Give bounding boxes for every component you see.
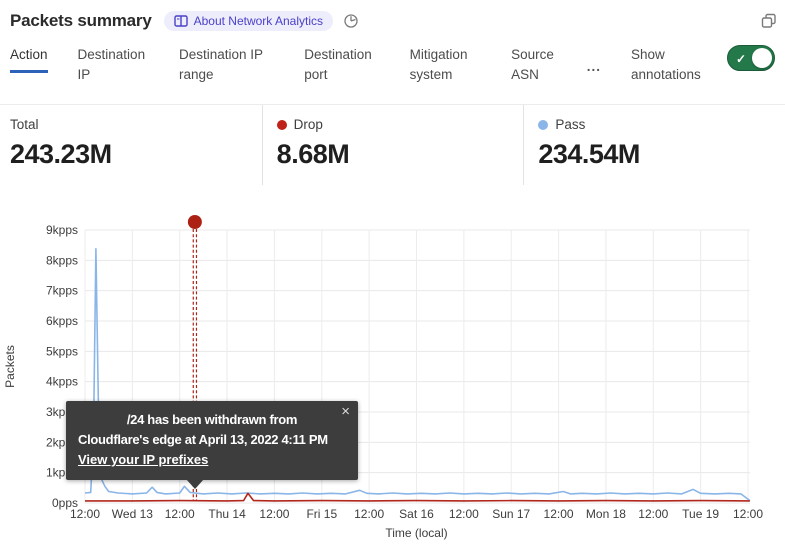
x-tick-label: 12:00 xyxy=(259,507,289,521)
x-tick-label: 12:00 xyxy=(638,507,668,521)
x-tick-label: 12:00 xyxy=(449,507,479,521)
stat-drop-value: 8.68M xyxy=(276,139,350,169)
x-tick-label: Sat 16 xyxy=(399,507,434,521)
y-tick-label: 7kpps xyxy=(46,284,78,298)
annotation-marker[interactable] xyxy=(187,215,202,229)
stat-total-label: Total xyxy=(10,117,39,132)
check-icon: ✓ xyxy=(736,52,747,66)
show-annotations-toggle[interactable]: ✓ xyxy=(727,45,775,71)
drop-line xyxy=(85,492,750,502)
header: Packets summary About Network Analytics xyxy=(10,6,777,36)
about-network-analytics-badge[interactable]: About Network Analytics xyxy=(163,11,333,31)
stat-pass: Pass 234.54M xyxy=(523,105,785,185)
tab-destination-ip-range[interactable]: Destination IP range xyxy=(178,47,263,82)
tab-action[interactable]: Action xyxy=(10,45,48,73)
tab-destination-ip[interactable]: Destination IP xyxy=(77,47,146,82)
pass-legend-dot xyxy=(538,119,549,130)
clock-icon xyxy=(344,14,358,28)
time-period-button[interactable] xyxy=(343,13,359,29)
stat-drop-label: Drop xyxy=(276,117,524,132)
y-tick-label: 4kpps xyxy=(46,375,78,389)
stat-pass-label-text: Pass xyxy=(555,117,586,132)
section-divider xyxy=(0,104,785,105)
y-tick-label: 9kpps xyxy=(46,223,78,237)
stat-pass-label: Pass xyxy=(538,117,785,132)
tooltip-line-2: Cloudflare's edge at April 13, 2022 4:11… xyxy=(78,432,328,448)
x-tick-label: Fri 15 xyxy=(306,507,337,521)
x-tick-label: 12:00 xyxy=(544,507,574,521)
x-tick-label: Mon 18 xyxy=(586,507,626,521)
x-tick-label: Sun 17 xyxy=(492,507,530,521)
y-axis-label: Packets xyxy=(3,345,17,388)
dimension-tabs: Action Destination IP Destination IP ran… xyxy=(10,45,775,89)
y-tick-label: 8kpps xyxy=(46,253,78,267)
tooltip-line-1: /24 has been withdrawn from xyxy=(126,412,298,427)
tooltip-caret xyxy=(186,479,204,490)
book-icon xyxy=(173,15,188,27)
y-tick-label: 5kpps xyxy=(46,344,78,358)
stat-total: Total 243.23M xyxy=(0,105,262,185)
view-ip-prefixes-link[interactable]: View your IP prefixes xyxy=(78,452,209,468)
stat-pass-value: 234.54M xyxy=(538,139,640,169)
tab-mitigation-system[interactable]: Mitigation system xyxy=(409,47,468,82)
expand-icon xyxy=(761,13,776,28)
annotation-tooltip: × /24 has been withdrawn from Cloudflare… xyxy=(66,401,358,490)
tab-source-asn[interactable]: Source ASN xyxy=(511,47,554,82)
badge-label: About Network Analytics xyxy=(193,14,323,28)
drop-legend-dot xyxy=(276,119,287,130)
show-annotations-label: Show annotations xyxy=(631,47,701,82)
x-tick-label: 12:00 xyxy=(165,507,195,521)
x-tick-label: 12:00 xyxy=(70,507,100,521)
pass-line xyxy=(84,247,751,502)
toggle-knob xyxy=(752,48,772,68)
stat-drop-label-text: Drop xyxy=(293,117,323,132)
x-tick-label: 12:00 xyxy=(733,507,763,521)
show-annotations-group: Show annotations ✓ xyxy=(631,45,775,84)
packets-chart-svg: 0pps1kpps2kpps3kpps4kpps5kpps6kpps7kpps8… xyxy=(3,215,763,540)
x-axis-label: Time (local) xyxy=(385,526,447,540)
more-tabs-button[interactable]: ... xyxy=(586,59,601,75)
x-tick-label: Tue 19 xyxy=(682,507,719,521)
stat-drop: Drop 8.68M xyxy=(261,105,524,185)
stats-row: Total 243.23M Drop 8.68M Pass 234.54M xyxy=(0,105,785,185)
tab-destination-port[interactable]: Destination port xyxy=(304,47,372,82)
close-icon[interactable]: × xyxy=(341,403,350,420)
packets-chart: 0pps 1kpps 2kpps 3kpps 4kpps 5kpps 6kpps 7kpps 8… xyxy=(0,210,785,555)
x-tick-label: Wed 13 xyxy=(112,507,153,521)
y-tick-label: 6kpps xyxy=(46,314,78,328)
y-tick-label: 0pps xyxy=(52,496,78,510)
x-tick-label: Thu 14 xyxy=(208,507,246,521)
stat-total-value: 243.23M xyxy=(10,139,112,169)
expand-panel-button[interactable] xyxy=(761,13,777,29)
page-title: Packets summary xyxy=(10,11,152,30)
x-tick-label: 12:00 xyxy=(354,507,384,521)
